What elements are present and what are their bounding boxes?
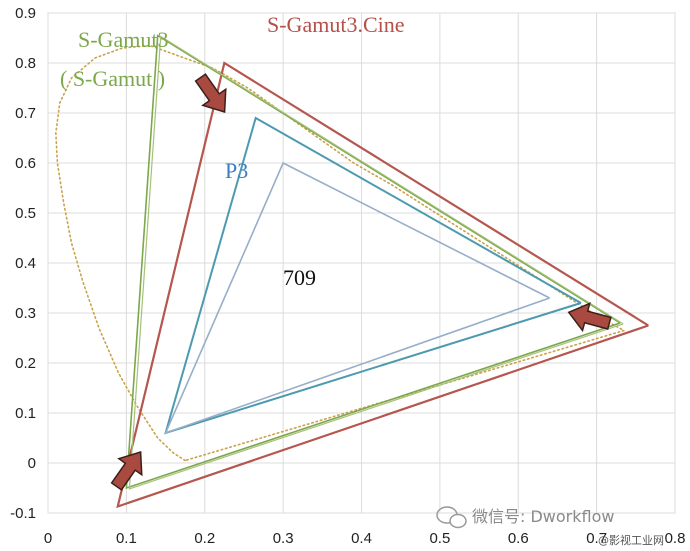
y-tick-label: 0.2 bbox=[15, 355, 36, 372]
y-tick-label: 0.1 bbox=[15, 405, 36, 422]
y-tick-label: 0.7 bbox=[15, 105, 36, 122]
x-tick-label: 0.5 bbox=[429, 530, 450, 547]
arrow-red-vertex bbox=[567, 302, 612, 333]
x-tick-label: 0.8 bbox=[665, 530, 686, 547]
series-s-gamut bbox=[128, 35, 624, 490]
x-tick-label: 0.6 bbox=[508, 530, 529, 547]
label-s-gamut3-cine: S-Gamut3.Cine bbox=[267, 12, 405, 37]
y-tick-label: 0.6 bbox=[15, 155, 36, 172]
x-tick-label: 0.1 bbox=[116, 530, 137, 547]
x-tick-label: 0.3 bbox=[273, 530, 294, 547]
y-tick-label: 0.5 bbox=[15, 205, 36, 222]
y-tick-label: 0 bbox=[28, 455, 36, 472]
series-layer bbox=[55, 34, 649, 509]
watermark-corner: @影视工业网 bbox=[598, 533, 664, 547]
label-s-gamut3: S-Gamut3 bbox=[78, 27, 168, 52]
label-s-gamut: ( S-Gamut ) bbox=[60, 66, 165, 91]
label-p3: P3 bbox=[225, 158, 248, 183]
series-p3 bbox=[164, 116, 582, 435]
arrow-green-vertex bbox=[194, 73, 227, 114]
x-tick-label: 0.7 bbox=[586, 530, 607, 547]
x-tick-label: 0 bbox=[44, 530, 52, 547]
tick-layer: -0.1 0 0.1 0.2 0.3 0.4 0.5 0.6 0.7 0.8 0.9 0 0.1 0.2 0… bbox=[10, 5, 685, 547]
y-tick-label: 0.4 bbox=[15, 255, 36, 272]
series-709 bbox=[164, 161, 550, 435]
watermark: 微信号: Dworkflow @影视工业网 bbox=[436, 506, 664, 547]
arrow-blue-vertex bbox=[110, 450, 143, 491]
watermark-text: 微信号: Dworkflow bbox=[472, 507, 614, 526]
y-tick-label: -0.1 bbox=[10, 505, 36, 522]
spectral-locus bbox=[55, 44, 627, 462]
x-tick-label: 0.4 bbox=[351, 530, 372, 547]
label-709: 709 bbox=[283, 265, 316, 290]
y-tick-label: 0.8 bbox=[15, 55, 36, 72]
wechat-icon bbox=[436, 506, 467, 529]
series-s-gamut3-cine bbox=[116, 61, 649, 509]
y-tick-label: 0.9 bbox=[15, 5, 36, 22]
arrow-layer bbox=[110, 73, 612, 491]
y-tick-label: 0.3 bbox=[15, 305, 36, 322]
series-s-gamut3 bbox=[125, 34, 621, 490]
x-tick-label: 0.2 bbox=[194, 530, 215, 547]
